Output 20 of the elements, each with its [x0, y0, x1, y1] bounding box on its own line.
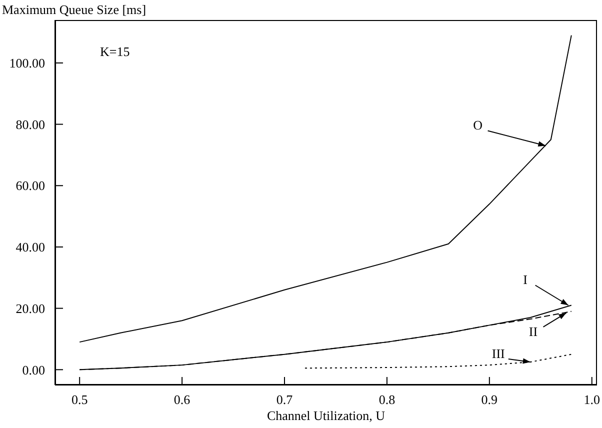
- x-tick-label: 0.5: [71, 392, 88, 408]
- x-axis-title: Channel Utilization, U: [266, 408, 386, 423]
- annotation: II: [528, 324, 538, 339]
- annotation: III: [492, 346, 505, 361]
- y-tick-label: 0.00: [22, 362, 45, 378]
- annotation: I: [523, 272, 528, 288]
- x-tick-label: 0.6: [174, 392, 191, 408]
- x-tick-label: 0.8: [378, 392, 396, 408]
- x-tick-label: 0.7: [276, 392, 294, 408]
- y-tick-label: 20.00: [16, 300, 45, 316]
- y-tick-label: 80.00: [16, 116, 45, 132]
- y-tick-label: 100.00: [9, 56, 45, 71]
- y-axis-title: Maximum Queue Size [ms]: [2, 2, 146, 18]
- annotation: K=15: [100, 44, 130, 60]
- x-tick-label: 1.0: [584, 392, 600, 408]
- x-tick-label: 0.9: [481, 392, 498, 408]
- y-tick-label: 40.00: [16, 240, 45, 255]
- annotation: O: [473, 118, 482, 133]
- y-tick-label: 60.00: [16, 178, 45, 194]
- line-series: [79, 34, 572, 343]
